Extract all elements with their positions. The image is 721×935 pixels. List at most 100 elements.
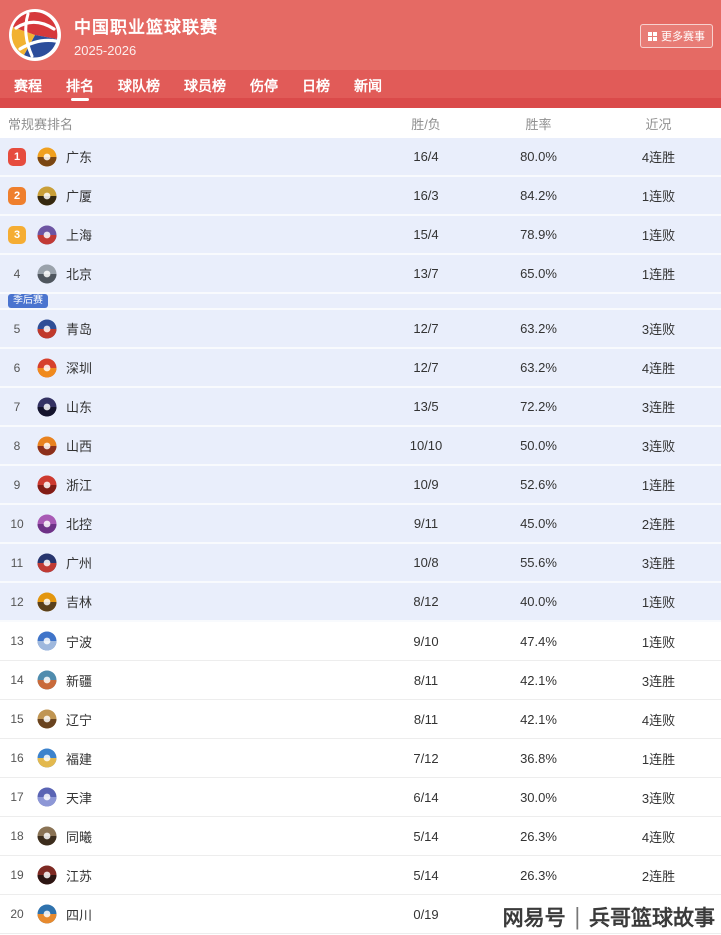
rank-badge: 15 — [10, 712, 24, 726]
team-logo-icon — [37, 397, 57, 417]
team-row[interactable]: 20 四川 0/19 — [0, 895, 721, 934]
team-row[interactable]: 8 山西 10/10 50.0% 3连败 — [0, 427, 721, 466]
record-column-header: 胜/负 — [411, 116, 441, 132]
rank-badge: 14 — [10, 673, 24, 687]
team-record: 13/5 — [413, 399, 439, 414]
rate-column-header: 胜率 — [525, 116, 552, 132]
team-row[interactable]: 9 浙江 10/9 52.6% 1连胜 — [0, 466, 721, 505]
team-logo-icon — [37, 186, 57, 206]
team-row[interactable]: 14 新疆 8/11 42.1% 3连胜 — [0, 661, 721, 700]
team-win-rate: 40.0% — [520, 594, 557, 609]
team-row[interactable]: 10 北控 9/11 45.0% 2连胜 — [0, 505, 721, 544]
team-logo-icon — [37, 436, 57, 456]
team-win-rate: 30.0% — [520, 789, 557, 805]
team-row[interactable]: 1 广东 16/4 80.0% 4连胜 — [0, 138, 721, 177]
team-row[interactable]: 13 宁波 9/10 47.4% 1连败 — [0, 622, 721, 661]
team-row[interactable]: 2 广厦 16/3 84.2% 1连败 — [0, 177, 721, 216]
team-row[interactable]: 7 山东 13/5 72.2% 3连胜 — [0, 388, 721, 427]
team-row[interactable]: 18 同曦 5/14 26.3% 4连败 — [0, 817, 721, 856]
rank-badge: 7 — [13, 399, 21, 414]
team-record: 8/12 — [413, 594, 439, 609]
league-season: 2025-2026 — [74, 42, 137, 58]
nav-tab-injuries[interactable]: 伤停 — [238, 70, 290, 108]
team-name: 山东 — [66, 400, 93, 415]
team-record: 9/11 — [413, 516, 439, 531]
team-recent: 3连胜 — [641, 556, 676, 571]
team-record: 5/14 — [413, 828, 439, 844]
rank-badge: 6 — [13, 360, 21, 375]
rank-badge: 19 — [10, 868, 24, 882]
team-recent: 1连败 — [641, 189, 676, 204]
rank-badge: 12 — [10, 594, 24, 609]
team-name: 广州 — [66, 556, 93, 571]
rank-badge: 1 — [8, 147, 26, 166]
nav-tab-label: 球队榜 — [118, 78, 160, 94]
team-win-rate: 45.0% — [520, 516, 557, 531]
rank-badge: 9 — [13, 477, 21, 492]
header-titles: 中国职业篮球联赛 2025-2026 — [74, 13, 218, 58]
team-row[interactable]: 5 青岛 12/7 63.2% 3连败 — [0, 310, 721, 349]
team-logo-icon — [37, 631, 57, 651]
rank-badge: 5 — [13, 321, 21, 336]
team-name: 同曦 — [66, 829, 93, 845]
team-win-rate: 42.1% — [520, 711, 557, 727]
team-record: 10/8 — [413, 555, 439, 570]
team-record: 8/11 — [413, 672, 439, 688]
team-win-rate: 42.1% — [520, 672, 557, 688]
team-recent: 2连胜 — [641, 868, 676, 884]
team-logo-icon — [37, 904, 57, 924]
team-row[interactable]: 15 辽宁 8/11 42.1% 4连败 — [0, 700, 721, 739]
team-row[interactable]: 17 天津 6/14 30.0% 3连败 — [0, 778, 721, 817]
team-record: 7/12 — [413, 750, 439, 766]
team-logo-icon — [37, 592, 57, 612]
team-row[interactable]: 19 江苏 5/14 26.3% 2连胜 — [0, 856, 721, 895]
team-recent: 3连胜 — [641, 400, 676, 415]
team-recent: 1连胜 — [641, 751, 676, 767]
team-row[interactable]: 4 北京 13/7 65.0% 1连胜 — [0, 255, 721, 294]
nav-tab-rankings[interactable]: 排名 — [54, 70, 106, 108]
team-row[interactable]: 3 上海 15/4 78.9% 1连败 — [0, 216, 721, 255]
team-recent: 3连胜 — [641, 673, 676, 689]
table-header: 常规赛排名 胜/负 胜率 近况 — [0, 108, 721, 138]
team-record: 0/19 — [413, 906, 439, 922]
nav-tab-team-board[interactable]: 球队榜 — [106, 70, 172, 108]
team-record: 15/4 — [413, 227, 439, 242]
team-recent: 1连胜 — [641, 267, 676, 282]
team-record: 9/10 — [413, 633, 439, 649]
nav-tab-news[interactable]: 新闻 — [342, 70, 394, 108]
team-name: 辽宁 — [66, 712, 93, 728]
team-name: 北控 — [66, 517, 93, 532]
nav-tab-player-board[interactable]: 球员榜 — [172, 70, 238, 108]
team-win-rate: 55.6% — [520, 555, 557, 570]
team-logo-icon — [37, 865, 57, 885]
team-name: 江苏 — [66, 868, 93, 884]
team-name: 上海 — [66, 228, 93, 243]
team-row[interactable]: 6 深圳 12/7 63.2% 4连胜 — [0, 349, 721, 388]
team-recent: 3连败 — [641, 439, 676, 454]
team-recent: 1连败 — [641, 595, 676, 610]
team-row[interactable]: 16 福建 7/12 36.8% 1连胜 — [0, 739, 721, 778]
team-recent: 3连败 — [641, 790, 676, 806]
nav-tab-schedule[interactable]: 赛程 — [2, 70, 54, 108]
rank-badge: 17 — [10, 790, 24, 804]
team-row[interactable]: 12 吉林 8/12 40.0% 1连败 — [0, 583, 721, 622]
nav-tab-label: 日榜 — [302, 78, 330, 94]
team-record: 13/7 — [413, 266, 439, 281]
team-recent: 3连败 — [641, 322, 676, 337]
rank-badge: 20 — [10, 907, 24, 921]
team-logo-icon — [37, 514, 57, 534]
team-name: 广东 — [66, 150, 93, 165]
league-nav: 赛程 排名 球队榜 球员榜 伤停 日榜 新闻 — [0, 70, 721, 108]
more-events-button[interactable]: 更多赛事 — [640, 24, 713, 48]
rank-badge: 18 — [10, 829, 24, 843]
team-win-rate: 26.3% — [520, 867, 557, 883]
team-logo-icon — [37, 147, 57, 167]
standings-top: 1 广东 16/4 80.0% 4连胜 2 广厦 16/3 84.2% 1连败 … — [0, 138, 721, 294]
team-win-rate: 65.0% — [520, 266, 557, 281]
nav-tab-daily-board[interactable]: 日榜 — [290, 70, 342, 108]
team-logo-icon — [37, 225, 57, 245]
rank-badge: 13 — [10, 634, 24, 648]
team-win-rate: 26.3% — [520, 828, 557, 844]
team-row[interactable]: 11 广州 10/8 55.6% 3连胜 — [0, 544, 721, 583]
